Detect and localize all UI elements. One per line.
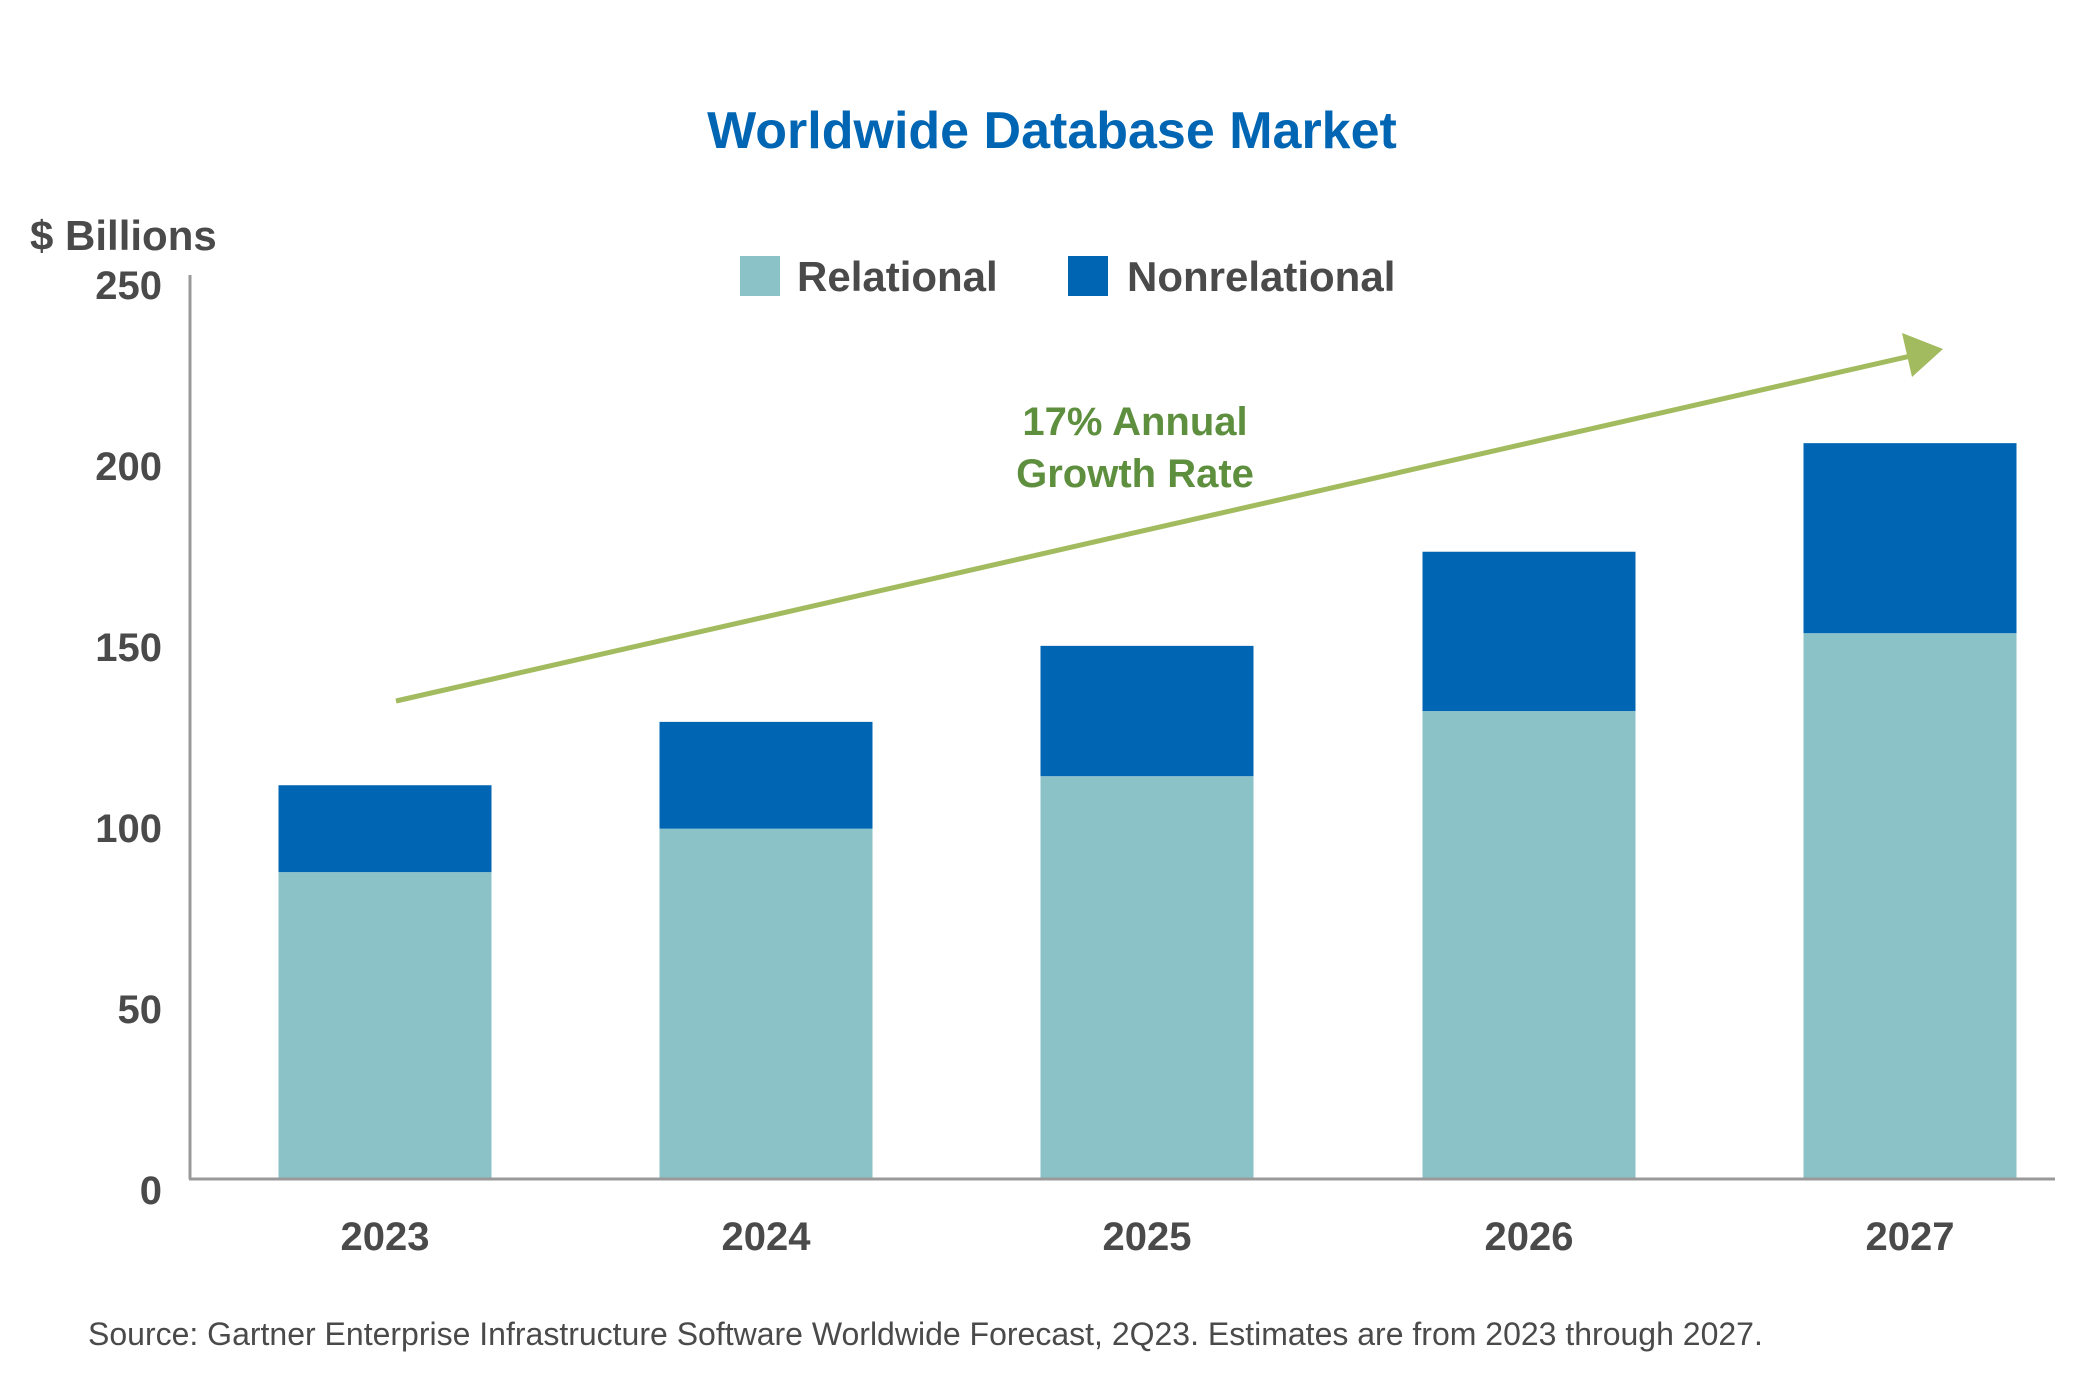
bar-relational-2023	[278, 872, 492, 1178]
y-tick-label: 200	[95, 445, 162, 489]
y-tick-label: 50	[118, 988, 163, 1032]
x-tick-label: 2025	[1103, 1215, 1192, 1259]
growth-arrow	[395, 333, 1943, 704]
x-ticks: 2023 2024 2025 2026 2027	[341, 1215, 1955, 1259]
growth-arrow-head	[1902, 333, 1943, 377]
x-tick-label: 2027	[1866, 1215, 1955, 1259]
y-ticks: 0 50 100 150 200 250	[95, 264, 162, 1213]
bar-relational-2026	[1422, 711, 1636, 1178]
y-tick-label: 250	[95, 264, 162, 308]
bar-nonrelational-2026	[1422, 551, 1636, 712]
bar-nonrelational-2025	[1040, 645, 1254, 777]
y-tick-label: 150	[95, 626, 162, 670]
y-tick-label: 100	[95, 807, 162, 851]
chart-title: Worldwide Database Market	[707, 102, 1397, 160]
bar-relational-2027	[1803, 633, 2017, 1178]
y-tick-label: 0	[140, 1169, 162, 1213]
legend-swatch-relational	[740, 256, 780, 296]
growth-annotation-line1: 17% Annual	[1022, 400, 1247, 444]
growth-arrow-line	[395, 352, 1916, 704]
bar-nonrelational-2023	[278, 785, 492, 873]
y-axis-label: $ Billions	[30, 212, 217, 259]
growth-annotation-line2: Growth Rate	[1016, 452, 1254, 496]
bar-relational-2024	[659, 828, 873, 1178]
legend: Relational Nonrelational	[740, 253, 1395, 300]
legend-swatch-nonrelational	[1068, 256, 1108, 296]
x-tick-label: 2024	[722, 1215, 812, 1259]
legend-label-relational: Relational	[797, 253, 998, 300]
legend-label-nonrelational: Nonrelational	[1127, 253, 1395, 300]
bar-nonrelational-2024	[659, 721, 873, 829]
bar-nonrelational-2027	[1803, 443, 2017, 634]
source-note: Source: Gartner Enterprise Infrastructur…	[88, 1316, 1763, 1352]
bars	[278, 443, 2017, 1178]
x-tick-label: 2026	[1485, 1215, 1574, 1259]
bar-relational-2025	[1040, 776, 1254, 1178]
x-tick-label: 2023	[341, 1215, 430, 1259]
